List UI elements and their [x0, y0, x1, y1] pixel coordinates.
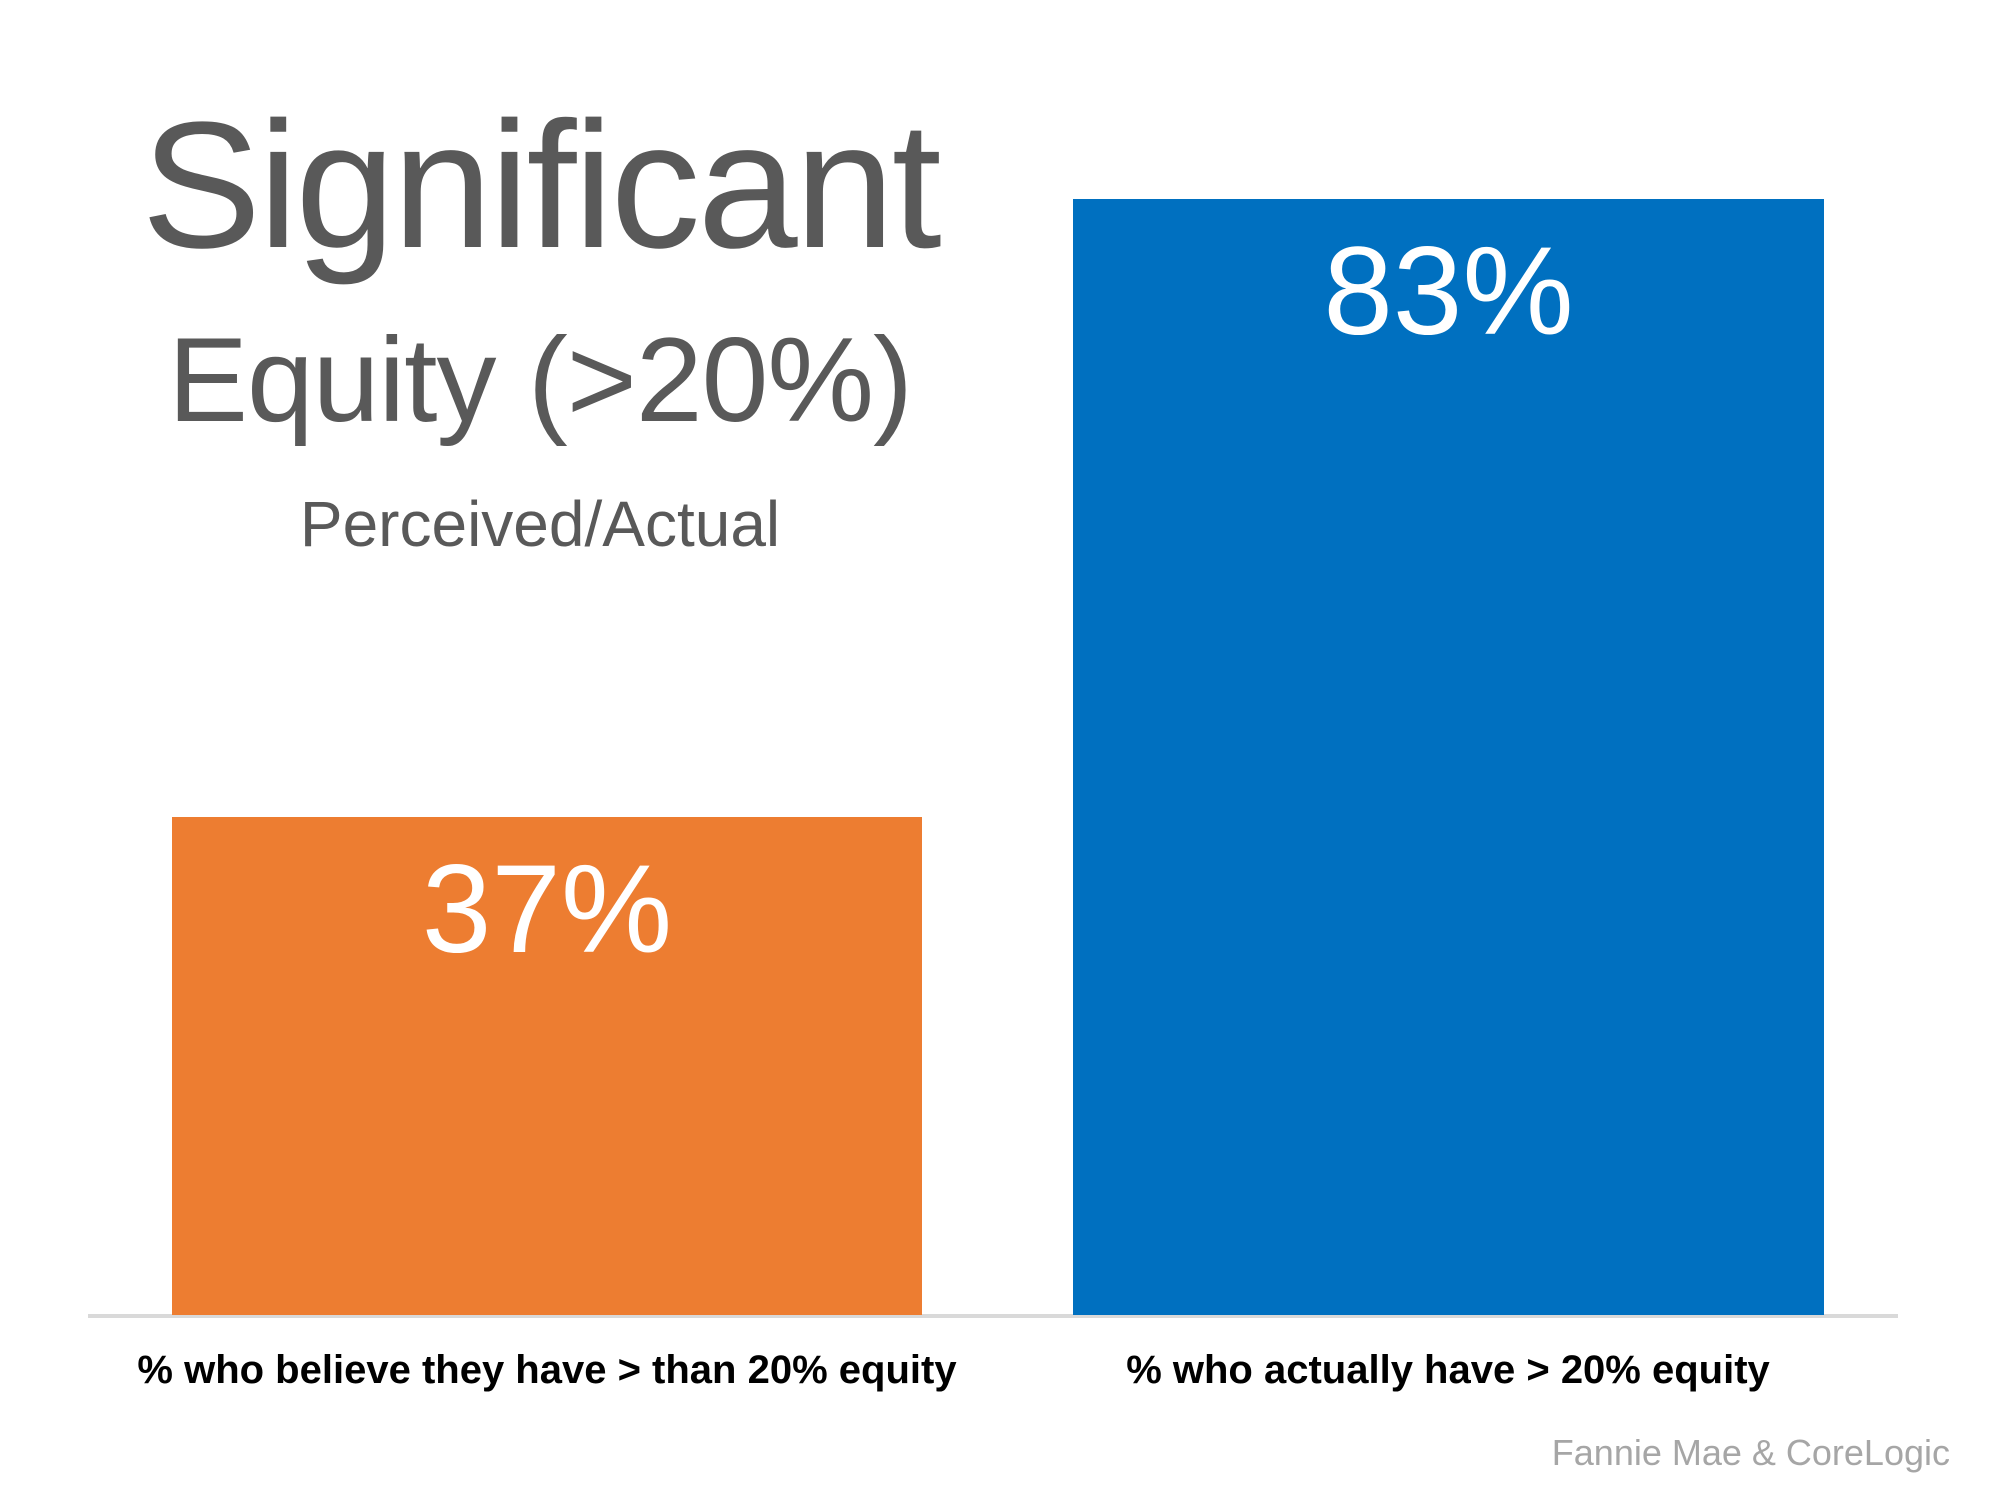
chart-subtitle: Equity (>20%): [167, 313, 913, 447]
plot-area: 37% 83%: [88, 199, 1898, 1318]
chart-tagline: Perceived/Actual: [299, 488, 781, 560]
title-block: Significant Equity (>20%) Perceived/Actu…: [40, 85, 1040, 560]
category-label-perceived: % who believe they have > than 20% equit…: [137, 1348, 957, 1392]
bar-value-label-perceived: 37%: [421, 840, 673, 979]
bar-value-label-actual: 83%: [1323, 222, 1574, 361]
bar-actual-equity: 83%: [1073, 199, 1824, 1315]
chart-title: Significant: [141, 85, 941, 286]
x-axis-baseline: [88, 1314, 1898, 1318]
source-attribution: Fannie Mae & CoreLogic: [1551, 1432, 1950, 1473]
bar-perceived-equity: 37%: [172, 817, 922, 1315]
category-label-actual: % who actually have > 20% equity: [1126, 1348, 1770, 1392]
